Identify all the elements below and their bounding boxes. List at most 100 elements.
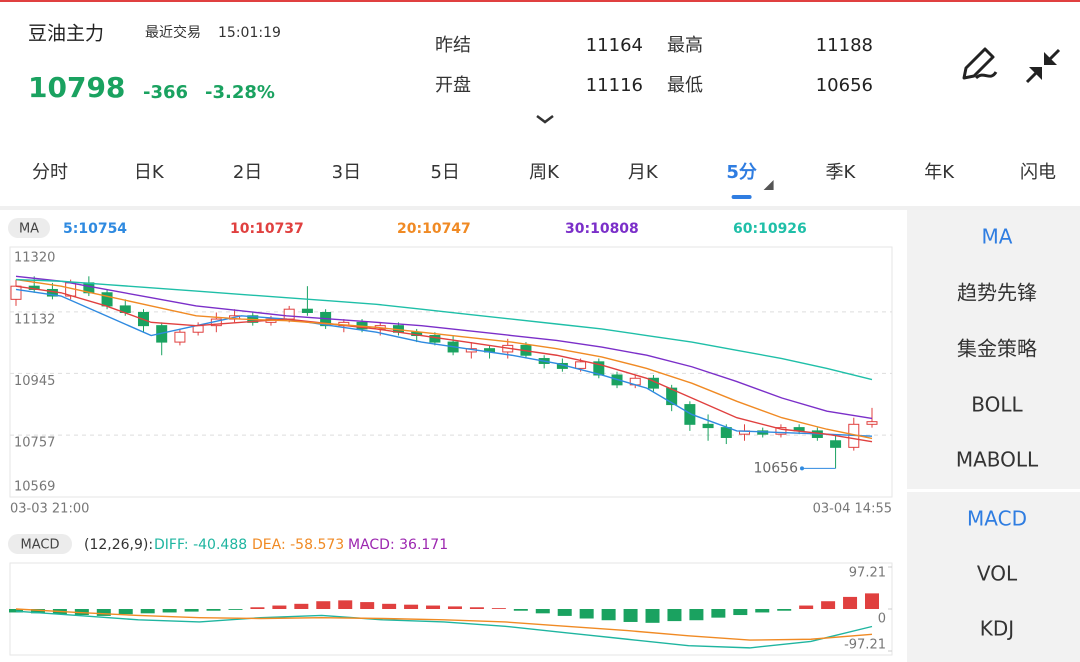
y-tick-label: 97.21 xyxy=(849,566,886,581)
macd-line xyxy=(15,608,873,641)
macd-bar xyxy=(250,607,265,609)
sidebar-item[interactable]: KDJ xyxy=(980,617,1014,641)
macd-label: DEA: -58.573 xyxy=(252,537,344,553)
macd-label: DIFF: -40.488 xyxy=(154,537,247,553)
macd-bar xyxy=(184,609,199,612)
y-tick-label: 11320 xyxy=(14,251,55,266)
sidebar-item[interactable]: 趋势先锋 xyxy=(957,281,1037,305)
sidebar-item[interactable]: VOL xyxy=(977,562,1018,586)
candle-body xyxy=(775,427,787,435)
tab[interactable]: 2日 xyxy=(233,162,262,183)
candle-body xyxy=(720,427,732,438)
change-pct: -3.28% xyxy=(205,82,275,103)
trade-label: 最近交易 xyxy=(145,24,201,41)
macd-bar xyxy=(513,609,528,611)
stat-value: 11164 xyxy=(586,35,643,56)
macd-bar xyxy=(294,603,309,609)
macd-label: MACD: 36.171 xyxy=(348,537,448,553)
y-tick-label: 10569 xyxy=(14,480,55,495)
tab[interactable]: 5日 xyxy=(430,162,459,183)
tab[interactable]: 周K xyxy=(529,162,560,183)
macd-bar xyxy=(206,609,221,611)
sidebar-item[interactable]: MA xyxy=(982,225,1013,249)
sidebar-item[interactable]: MACD xyxy=(967,507,1027,531)
indicator-pill[interactable] xyxy=(8,218,50,238)
sidebar-item[interactable]: 集金策略 xyxy=(957,337,1037,361)
draw-icon[interactable] xyxy=(962,47,998,80)
tab[interactable]: 分时 xyxy=(32,162,68,183)
macd-bar xyxy=(557,609,572,616)
tab[interactable]: 年K xyxy=(924,162,955,183)
macd-bar xyxy=(535,609,550,614)
macd-bar xyxy=(404,604,419,609)
y-tick-label: 0 xyxy=(878,612,886,627)
stat-label: 最低 xyxy=(667,75,703,96)
stat-value: 11116 xyxy=(586,75,643,96)
indicator-name: MACD xyxy=(21,538,60,553)
candle-body xyxy=(830,440,842,448)
ma-line xyxy=(15,278,873,440)
low-label: 10656 xyxy=(753,460,798,476)
sidebar-item[interactable]: MABOLL xyxy=(956,448,1039,472)
y-tick-label: 11132 xyxy=(14,312,55,327)
macd-bar xyxy=(447,606,462,609)
macd-bar xyxy=(733,609,748,616)
ma-line xyxy=(15,288,873,437)
ma-line xyxy=(15,285,873,443)
tab-underline xyxy=(731,195,752,199)
expand-chevron[interactable] xyxy=(536,115,554,124)
macd-bar xyxy=(118,609,133,615)
macd-bar xyxy=(799,605,814,609)
macd-bar xyxy=(645,609,660,623)
sidebar-separator xyxy=(907,489,1080,492)
candle-body xyxy=(174,331,186,343)
macd-params: (12,26,9): xyxy=(84,537,153,553)
candle-body xyxy=(593,361,605,376)
macd-bar xyxy=(338,600,353,609)
macd-bar xyxy=(491,608,506,609)
sidebar-item[interactable]: BOLL xyxy=(971,393,1023,417)
candle-body xyxy=(10,285,22,300)
separator xyxy=(0,206,1080,210)
tab[interactable]: 日K xyxy=(134,162,165,183)
macd-bar xyxy=(228,609,243,610)
macd-bar xyxy=(426,605,441,609)
stat-value: 10656 xyxy=(816,75,873,96)
ma-line xyxy=(15,275,873,420)
macd-bar xyxy=(9,609,23,613)
stat-label: 昨结 xyxy=(435,35,471,56)
candle-body xyxy=(575,361,587,369)
x-tick-label: 03-04 14:55 xyxy=(813,502,892,517)
candle-body xyxy=(301,308,313,313)
low-dot xyxy=(800,466,804,471)
y-tick-label: -97.21 xyxy=(844,638,886,653)
macd-bar xyxy=(96,609,111,616)
macd-bar xyxy=(843,596,858,609)
y-tick-label: 10757 xyxy=(14,436,55,451)
stat-label: 开盘 xyxy=(435,75,471,96)
candle-body xyxy=(684,404,696,425)
top-border xyxy=(0,0,1080,2)
macd-bar xyxy=(821,601,836,609)
tab[interactable]: 月K xyxy=(628,162,659,183)
x-tick-label: 03-03 21:00 xyxy=(10,502,89,517)
macd-line xyxy=(15,610,873,649)
macd-bar xyxy=(711,609,726,618)
macd-bar xyxy=(272,605,287,609)
trade-time: 15:01:19 xyxy=(218,25,281,41)
ma-legend: 60:10926 xyxy=(733,221,807,237)
macd-bar xyxy=(601,609,616,621)
tab-dropdown[interactable] xyxy=(763,180,774,190)
candle-body xyxy=(866,421,878,425)
macd-bar xyxy=(316,601,331,609)
macd-bar xyxy=(360,602,375,609)
indicator-pill[interactable] xyxy=(8,534,72,554)
tab[interactable]: 闪电 xyxy=(1020,162,1056,183)
y-tick-label: 10945 xyxy=(14,374,55,389)
tab[interactable]: 3日 xyxy=(332,162,361,183)
collapse-icon[interactable] xyxy=(1025,48,1061,84)
tab[interactable]: 5分 xyxy=(726,162,757,183)
ma-legend: 20:10747 xyxy=(397,221,471,237)
tab[interactable]: 季K xyxy=(825,162,856,183)
